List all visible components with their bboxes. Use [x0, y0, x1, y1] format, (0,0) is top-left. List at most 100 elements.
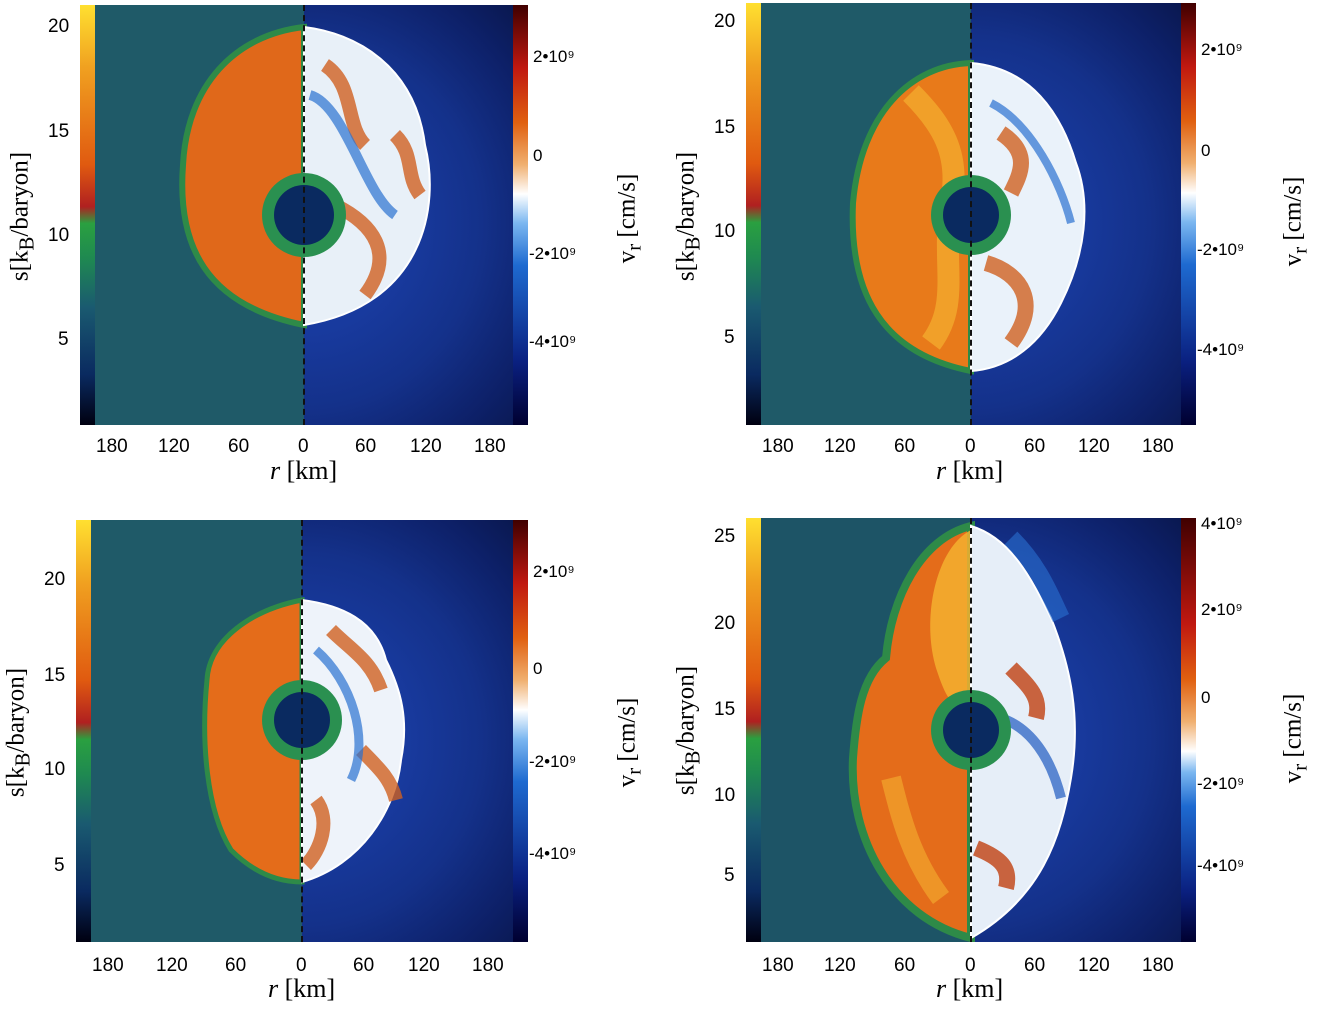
shock-region — [202, 596, 406, 885]
right-tick: 2•10⁹ — [1201, 600, 1243, 619]
left-tick: 20 — [714, 613, 736, 634]
shock-region — [848, 520, 1076, 942]
y-axis-label-main: s[k — [2, 766, 30, 798]
entropy-colorbar — [76, 520, 91, 942]
velocity-label-rest: [cm/s] — [613, 173, 641, 244]
entropy-colorbar — [746, 3, 761, 425]
velocity-label-rest: [cm/s] — [1279, 176, 1307, 247]
right-tick: -4•10⁹ — [529, 332, 577, 351]
left-tick: 20 — [714, 11, 736, 32]
y-axis-label-main: s[k — [672, 764, 700, 796]
velocity-label-rest: [cm/s] — [1279, 693, 1307, 764]
right-tick: -4•10⁹ — [1197, 856, 1245, 875]
right-tick: -2•10⁹ — [529, 752, 577, 771]
x-tick: 0 — [965, 955, 976, 976]
x-tick: 120 — [1078, 436, 1110, 457]
velocity-axis-label: vr [cm/s] — [1280, 162, 1313, 282]
panel-bottom-left: 20 15 10 5 s[kB/baryon] 2•10⁹ 0 -2•10⁹ -… — [0, 504, 664, 1009]
axis-midline — [970, 3, 972, 425]
left-tick: 5 — [724, 327, 735, 348]
x-tick: 60 — [1024, 955, 1046, 976]
velocity-label-sub: r — [1287, 246, 1312, 254]
x-tick: 180 — [1142, 955, 1174, 976]
velocity-label-rest: [cm/s] — [613, 697, 641, 768]
simulation-plot — [761, 518, 1181, 942]
velocity-label-sub: r — [621, 243, 646, 251]
right-tick: -2•10⁹ — [1197, 774, 1245, 793]
y-axis-label: s[kB/baryon] — [3, 628, 36, 838]
simulation-plot — [761, 3, 1181, 425]
x-axis-label: r [km] — [268, 974, 335, 1004]
left-tick: 10 — [714, 221, 736, 242]
y-axis-label: s[kB/baryon] — [673, 626, 706, 836]
x-tick: 180 — [96, 436, 128, 457]
right-tick: -2•10⁹ — [1197, 240, 1245, 259]
x-tick: 60 — [894, 955, 916, 976]
x-tick: 0 — [965, 436, 976, 457]
velocity-label-main: v — [1279, 770, 1307, 784]
y-axis-label: s[kB/baryon] — [673, 112, 706, 322]
velocity-axis-label: vr [cm/s] — [614, 683, 647, 803]
x-axis-label-unit: [km] — [278, 974, 336, 1003]
x-axis-label-var: r — [268, 974, 279, 1003]
x-axis-label-var: r — [270, 456, 281, 485]
x-axis-label-var: r — [936, 974, 947, 1003]
velocity-axis-label: vr [cm/s] — [614, 159, 647, 279]
left-tick: 20 — [44, 569, 66, 590]
panel-bottom-right: 25 20 15 10 5 s[kB/baryon] 4•10⁹ 2•10⁹ 0… — [664, 504, 1328, 1009]
x-tick: 0 — [298, 436, 309, 457]
x-tick: 120 — [1078, 955, 1110, 976]
axis-midline — [970, 518, 972, 942]
left-tick: 20 — [48, 16, 70, 37]
y-axis-label-rest: /baryon] — [672, 665, 700, 751]
simulation-plot — [95, 5, 513, 425]
right-tick: 2•10⁹ — [1201, 40, 1243, 59]
shock-region — [849, 59, 1086, 375]
x-tick: 180 — [472, 955, 504, 976]
y-axis-label-sub: B — [10, 752, 35, 767]
left-tick: 15 — [44, 665, 66, 686]
velocity-label-main: v — [613, 250, 641, 264]
left-tick: 5 — [58, 329, 69, 350]
right-tick: 0 — [533, 659, 543, 678]
velocity-label-main: v — [1279, 253, 1307, 267]
left-tick: 10 — [48, 225, 70, 246]
y-axis-label-sub: B — [680, 750, 705, 765]
x-tick: 60 — [225, 955, 247, 976]
x-axis-label: r [km] — [936, 974, 1003, 1004]
right-tick: -4•10⁹ — [529, 844, 577, 863]
x-axis-label-var: r — [936, 456, 947, 485]
x-tick: 180 — [474, 436, 506, 457]
axis-midline — [303, 5, 305, 425]
velocity-label-main: v — [613, 774, 641, 788]
left-tick: 5 — [54, 855, 65, 876]
right-tick: 2•10⁹ — [533, 47, 575, 66]
x-tick: 180 — [1142, 436, 1174, 457]
right-tick: -4•10⁹ — [1197, 340, 1245, 359]
x-tick: 180 — [762, 955, 794, 976]
panel-top-left: 20 15 10 5 s[kB/baryon] 2•10⁹ 0 -2•10⁹ -… — [0, 0, 664, 505]
entropy-colorbar — [746, 518, 761, 942]
x-axis-label: r [km] — [936, 456, 1003, 486]
x-tick: 120 — [156, 955, 188, 976]
simulation-plot — [91, 520, 513, 942]
x-axis-label-unit: [km] — [280, 456, 338, 485]
x-tick: 180 — [762, 436, 794, 457]
right-tick: 0 — [533, 146, 543, 165]
velocity-colorbar — [513, 520, 528, 942]
y-axis-label-main: s[k — [672, 250, 700, 282]
shock-region — [179, 23, 431, 329]
x-tick: 120 — [824, 955, 856, 976]
x-tick: 60 — [228, 436, 250, 457]
velocity-colorbar — [513, 5, 528, 425]
y-axis-label-rest: /baryon] — [2, 667, 30, 753]
x-tick: 120 — [824, 436, 856, 457]
right-tick: 0 — [1201, 141, 1211, 160]
velocity-colorbar — [1181, 3, 1196, 425]
y-axis-label-sub: B — [14, 236, 39, 251]
x-axis-label: r [km] — [270, 456, 337, 486]
left-tick: 15 — [714, 699, 736, 720]
left-tick: 15 — [714, 117, 736, 138]
axis-midline — [301, 520, 303, 942]
y-axis-label-rest: /baryon] — [6, 151, 34, 237]
